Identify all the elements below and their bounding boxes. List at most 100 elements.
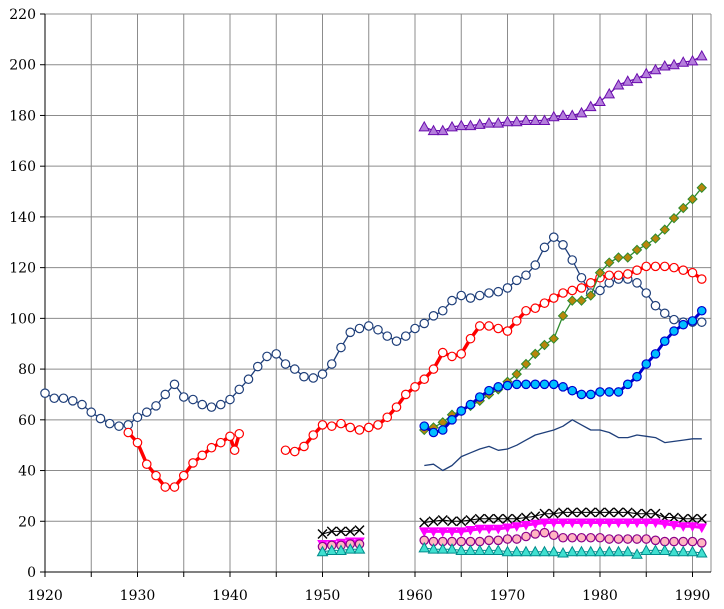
y-tick-label: 120 [9,261,36,277]
data-point [613,534,624,544]
series-10 [316,541,708,559]
data-point [49,393,60,404]
data-point-stroke [419,517,430,528]
data-point [539,298,550,308]
x-tick-label: 1980 [582,588,618,604]
data-point [538,114,551,126]
data-point [687,193,698,205]
data-point [558,240,568,250]
x-tick-label: 1970 [490,588,526,604]
data-point-stroke [567,507,578,518]
data-point [400,389,411,400]
data-point [678,202,689,214]
data-point [687,513,698,524]
data-point-stroke [336,526,346,537]
data-point [493,382,504,392]
data-point [410,382,420,392]
data-point [622,252,633,263]
data-point-stroke [558,507,568,518]
data-point [474,513,485,524]
data-point [539,527,550,538]
data-point-stroke [530,511,541,522]
data-point [419,421,430,431]
data-point [502,326,513,336]
data-point [659,261,670,272]
data-point [603,545,616,557]
data-point [299,371,309,382]
data-point [428,527,439,537]
x-tick-label: 1940 [212,588,248,604]
data-point-stroke [428,516,439,527]
data-point [584,100,597,112]
data-point [604,534,615,544]
data-point [584,545,597,557]
data-point-stroke [585,507,596,518]
data-point-stroke [502,513,513,524]
data-point [576,295,587,306]
data-point [612,78,625,90]
data-point [631,518,643,529]
data-point [501,115,514,127]
data-point [696,523,708,534]
data-point [558,382,568,392]
data-point [622,507,633,518]
y-tick-label: 60 [18,413,36,429]
data-point [539,339,550,351]
data-point [585,507,596,518]
data-point [86,407,97,418]
data-point [169,379,180,390]
data-point-stroke [613,507,624,518]
data-point [558,507,568,518]
data-point [363,321,374,331]
data-point [649,544,662,555]
data-point [530,303,541,314]
data-point-stroke [548,508,559,519]
data-point [484,288,494,298]
y-tick-label: 0 [27,565,36,581]
data-point [668,520,680,531]
data-point [354,525,365,536]
data-point [650,300,661,311]
data-point [678,536,689,547]
data-point [493,286,504,297]
data-point [391,402,402,412]
data-point [696,538,707,548]
data-point [437,527,449,537]
data-point [650,508,661,519]
data-point [252,361,263,372]
data-point [308,430,319,440]
data-point [502,523,513,534]
data-point [464,544,477,555]
data-point [677,56,690,67]
data-point [632,371,642,382]
data-point [696,317,707,327]
data-point [530,379,541,390]
data-point [510,545,523,557]
data-point [650,535,661,546]
data-point [345,327,356,338]
data-point [447,516,457,527]
data-point [548,379,559,390]
data-point [604,270,615,281]
data-point [410,323,420,334]
data-point [473,118,486,129]
data-point [567,285,578,296]
data-point [234,428,245,439]
data-point [585,389,596,400]
data-point [649,63,662,75]
data-point [558,532,568,543]
data-point [520,358,532,370]
data-point [650,349,661,359]
data-point [641,239,652,251]
data-point [678,265,689,275]
y-tick-label: 200 [9,58,36,74]
data-point-stroke [326,526,337,537]
data-point [345,526,356,537]
data-point [641,534,652,544]
data-point-stroke [317,528,328,539]
data-point [465,399,476,410]
data-point [141,407,152,418]
data-point [484,513,494,524]
data-point [436,543,449,554]
